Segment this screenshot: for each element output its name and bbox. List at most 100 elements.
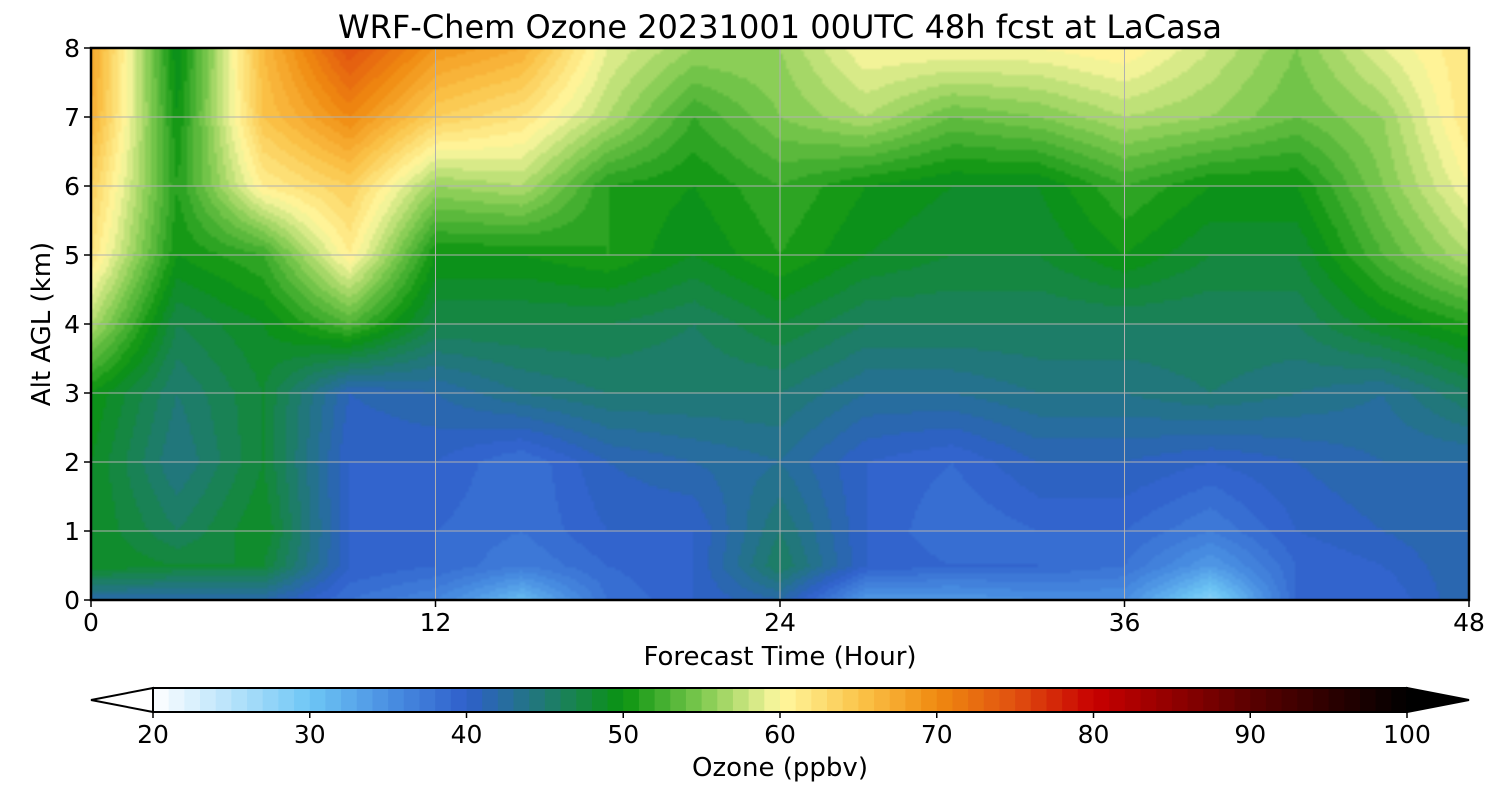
colorbar-swatch: [1328, 688, 1345, 712]
colorbar-swatch: [764, 688, 781, 712]
colorbar-swatch: [262, 688, 279, 712]
colorbar-swatch: [168, 688, 185, 712]
colorbar-swatch: [544, 688, 562, 712]
colorbar: 20 30 40 50 60 70 80 90 100: [90, 686, 1470, 749]
colorbar-label: Ozone (ppbv): [692, 753, 868, 783]
colorbar-swatch: [811, 688, 828, 712]
colorbar-swatch: [952, 688, 969, 712]
colorbar-swatch: [435, 688, 452, 712]
y-tick-label: 2: [64, 448, 80, 477]
colorbar-ticks: 20 30 40 50 60 70 80 90 100: [137, 712, 1431, 749]
y-axis-ticks: 0 1 2 3 4 5 6 7 8: [64, 34, 91, 615]
x-tick-label: 24: [764, 608, 796, 637]
colorbar-swatch: [670, 688, 687, 712]
colorbar-swatch: [983, 688, 1001, 712]
y-tick-label: 1: [64, 517, 80, 546]
colorbar-swatch: [780, 688, 797, 712]
colorbar-swatch: [795, 688, 812, 712]
colorbar-swatch: [294, 688, 311, 712]
x-tick-label: 0: [83, 608, 99, 637]
colorbar-swatch: [1312, 688, 1330, 712]
colorbar-swatch: [1156, 688, 1173, 712]
colorbar-swatch: [654, 688, 671, 712]
x-tick-label: 36: [1109, 608, 1141, 637]
colorbar-swatch: [717, 688, 734, 712]
colorbar-swatch: [482, 688, 499, 712]
x-axis-label: Forecast Time (Hour): [643, 642, 916, 672]
colorbar-swatch: [748, 688, 765, 712]
x-tick-label: 12: [420, 608, 452, 637]
colorbar-swatch: [638, 688, 656, 712]
colorbar-swatch: [247, 688, 264, 712]
colorbar-swatch: [591, 688, 609, 712]
colorbar-swatch: [325, 688, 342, 712]
colorbar-swatch: [1124, 688, 1142, 712]
colorbar-swatch: [1250, 688, 1267, 712]
colorbar-swatch: [231, 688, 248, 712]
colorbar-min-extension: [90, 686, 154, 714]
colorbar-tick-label: 40: [451, 720, 483, 749]
x-tick-label: 48: [1453, 608, 1485, 637]
y-tick-label: 0: [64, 586, 80, 615]
colorbar-swatch: [999, 688, 1016, 712]
colorbar-swatch: [1344, 688, 1361, 712]
colorbar-swatch: [732, 688, 750, 712]
colorbar-swatch: [968, 688, 985, 712]
colorbar-swatch: [1265, 688, 1283, 712]
colorbar-swatch: [842, 688, 859, 712]
colorbar-swatch: [341, 688, 358, 712]
y-tick-label: 5: [64, 241, 80, 270]
colorbar-swatch: [1297, 688, 1314, 712]
colorbar-swatch: [1140, 688, 1157, 712]
colorbar-tick-label: 60: [764, 720, 796, 749]
colorbar-swatch: [215, 688, 232, 712]
colorbar-swatch: [278, 688, 295, 712]
colorbar-swatch: [1046, 688, 1063, 712]
colorbar-swatch: [874, 688, 891, 712]
colorbar-swatch: [1030, 688, 1048, 712]
y-tick-label: 3: [64, 379, 80, 408]
colorbar-swatch: [1391, 688, 1408, 712]
colorbar-swatch: [497, 688, 515, 712]
colorbar-swatch: [1203, 688, 1220, 712]
y-tick-label: 7: [64, 103, 80, 132]
colorbar-swatch: [701, 688, 718, 712]
colorbar-swatch: [1077, 688, 1095, 712]
colorbar-swatch: [1093, 688, 1110, 712]
colorbar-tick-label: 80: [1078, 720, 1110, 749]
colorbar-swatch: [1062, 688, 1079, 712]
x-axis-ticks: 0 12 24 36 48: [83, 600, 1485, 637]
y-tick-label: 4: [64, 310, 80, 339]
colorbar-tick-label: 90: [1234, 720, 1266, 749]
colorbar-tick-label: 100: [1383, 720, 1431, 749]
colorbar-swatch: [1281, 688, 1298, 712]
colorbar-max-extension: [1406, 686, 1470, 714]
colorbar-swatch: [450, 688, 468, 712]
colorbar-swatch: [1187, 688, 1204, 712]
colorbar-swatch: [889, 688, 906, 712]
colorbar-swatch: [309, 688, 327, 712]
colorbar-swatch: [1375, 688, 1392, 712]
colorbar-swatch: [905, 688, 922, 712]
colorbar-swatch: [513, 688, 530, 712]
colorbar-swatch: [936, 688, 954, 712]
colorbar-swatch: [466, 688, 483, 712]
colorbar-swatches: [153, 688, 1408, 712]
colorbar-swatch: [576, 688, 593, 712]
colorbar-swatch: [1234, 688, 1251, 712]
chart-title: WRF-Chem Ozone 20231001 00UTC 48h fcst a…: [338, 8, 1222, 46]
colorbar-swatch: [356, 688, 374, 712]
colorbar-swatch: [827, 688, 844, 712]
colorbar-swatch: [388, 688, 405, 712]
colorbar-swatch: [560, 688, 577, 712]
colorbar-swatch: [607, 688, 624, 712]
colorbar-tick-label: 30: [294, 720, 326, 749]
colorbar-swatch: [403, 688, 421, 712]
colorbar-swatch: [1171, 688, 1189, 712]
colorbar-tick-label: 50: [607, 720, 639, 749]
colorbar-swatch: [685, 688, 703, 712]
y-axis-label: Alt AGL (km): [27, 242, 57, 406]
colorbar-swatch: [184, 688, 201, 712]
colorbar-swatch: [858, 688, 875, 712]
